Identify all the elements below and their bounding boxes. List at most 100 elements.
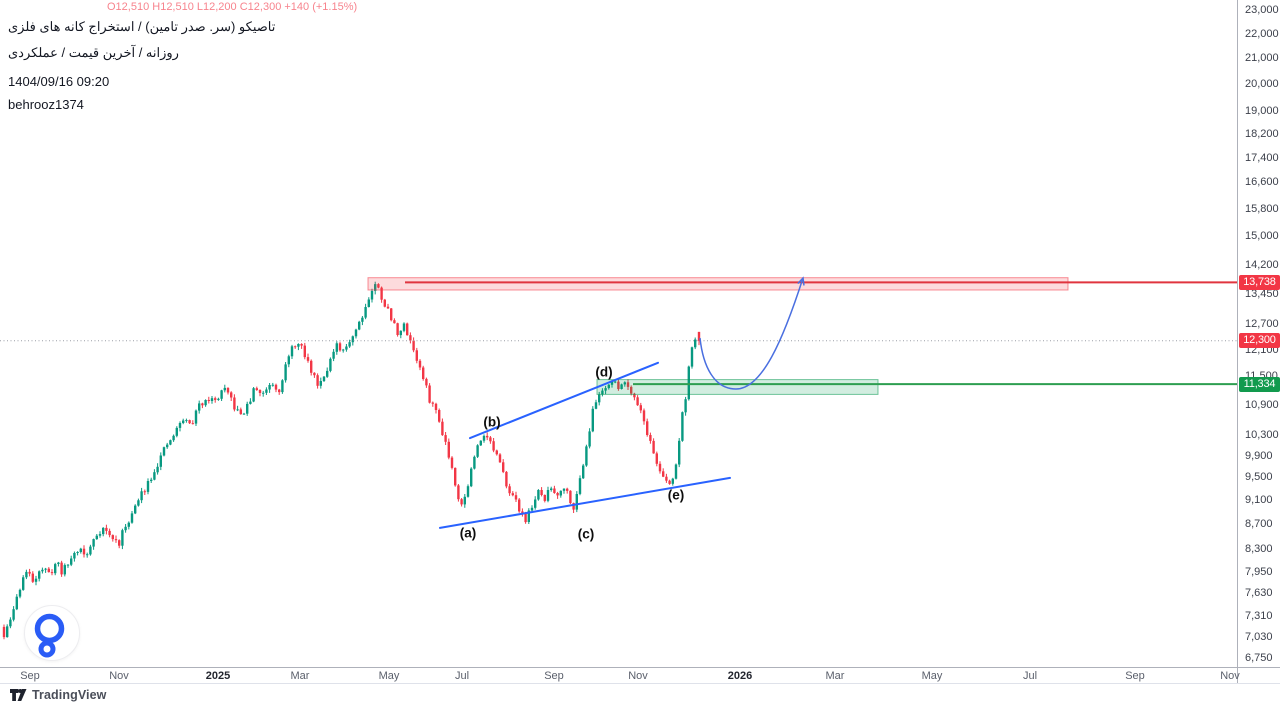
- candle-body: [9, 619, 12, 627]
- candle-body: [681, 412, 684, 441]
- candle-body: [521, 511, 524, 514]
- time-axis[interactable]: Sep Nov 2025 Mar May Jul Sep Nov 2026 Mar May Jul Se…: [0, 667, 1280, 684]
- candle-body: [274, 384, 278, 390]
- candle-body: [694, 339, 697, 348]
- candle-body: [476, 445, 479, 457]
- candle-body: [534, 499, 537, 508]
- price-tick-label: 7,030: [1245, 630, 1273, 643]
- wave-label-b[interactable]: (b): [483, 415, 500, 430]
- candle-body: [322, 376, 326, 381]
- candle-body: [44, 568, 47, 570]
- candle-body: [137, 500, 140, 506]
- candle-body: [626, 382, 630, 387]
- candle-body: [492, 441, 495, 451]
- candle-body: [265, 389, 268, 393]
- candle-body: [297, 344, 300, 347]
- candle-body: [572, 503, 575, 510]
- price-pane[interactable]: (a) (b) (c) (d) (e): [0, 0, 1237, 667]
- candle-body: [639, 405, 642, 411]
- price-tick-label: 9,500: [1245, 471, 1273, 484]
- tradingview-attribution[interactable]: TradingView: [10, 688, 107, 702]
- supply-zone[interactable]: [367, 277, 1069, 291]
- candle-body: [47, 568, 50, 573]
- candle-body: [447, 441, 450, 458]
- candle-body: [482, 435, 486, 441]
- price-tick-label: 7,630: [1245, 587, 1273, 600]
- candle-body: [34, 578, 38, 582]
- candle-body: [121, 530, 124, 546]
- price-tick-label: 14,200: [1245, 258, 1279, 271]
- candle-body: [505, 471, 508, 487]
- candle-body: [537, 490, 540, 500]
- candle-body: [383, 299, 386, 307]
- wave-label-e[interactable]: (e): [668, 488, 685, 503]
- tradingview-brand-text: TradingView: [32, 688, 107, 702]
- candle-body: [617, 381, 620, 389]
- candle-body: [684, 399, 687, 413]
- candle-body: [431, 402, 434, 404]
- candle-body: [428, 385, 431, 403]
- candle-body: [601, 390, 604, 395]
- upper-trendline[interactable]: [469, 361, 659, 440]
- candle-body: [239, 409, 242, 415]
- time-tick-month: Sep: [20, 670, 40, 682]
- candle-body: [153, 472, 156, 480]
- candle-body: [671, 478, 674, 484]
- price-tick-label: 13,450: [1245, 287, 1279, 300]
- attribution-bar: TradingView: [0, 685, 1280, 709]
- time-tick-month: Jul: [1022, 670, 1038, 682]
- demand-zone[interactable]: [596, 379, 879, 395]
- candle-body: [406, 323, 409, 336]
- candle-body: [687, 366, 690, 400]
- candle-body: [566, 488, 569, 491]
- candle-body: [108, 530, 111, 536]
- time-tick-month: Nov: [109, 670, 129, 682]
- candle-body: [70, 558, 73, 565]
- candle-body: [306, 357, 310, 361]
- price-axis[interactable]: 23,000 22,000 21,000 20,000 19,000 18,200 17,4…: [1237, 0, 1280, 667]
- candle-body: [150, 479, 153, 481]
- wave-label-c[interactable]: (c): [578, 527, 595, 542]
- wave-label-d[interactable]: (d): [595, 365, 612, 380]
- candle-body: [470, 468, 473, 487]
- projection-arrow[interactable]: [699, 277, 804, 390]
- price-tick-label: 20,000: [1245, 77, 1279, 90]
- candle-body: [674, 464, 678, 479]
- candle-body: [370, 290, 374, 300]
- candle-body: [364, 307, 367, 318]
- candle-body: [348, 342, 351, 347]
- candle-body: [652, 440, 655, 454]
- candle-body: [412, 340, 415, 351]
- candle-body: [310, 360, 313, 373]
- candle-body: [95, 535, 98, 540]
- candle-body: [345, 346, 348, 350]
- candle-body: [57, 562, 60, 564]
- candle-body: [50, 572, 54, 574]
- candle-body: [380, 287, 383, 300]
- price-tick-label: 12,700: [1245, 317, 1279, 330]
- price-tick-label: 15,800: [1245, 202, 1279, 215]
- lower-trendline[interactable]: [439, 476, 731, 529]
- candle-body: [92, 539, 95, 547]
- candle-body: [54, 564, 57, 574]
- candle-body: [543, 495, 546, 501]
- candle-body: [246, 403, 249, 414]
- candle-body: [233, 397, 236, 410]
- wave-label-a[interactable]: (a): [460, 526, 477, 541]
- candle-body: [550, 488, 553, 490]
- price-tick-label: 9,100: [1245, 494, 1273, 507]
- candle-body: [191, 423, 194, 425]
- candle-body: [230, 392, 233, 398]
- candle-body: [281, 380, 284, 393]
- candle-body: [594, 402, 598, 409]
- candle-body: [342, 349, 345, 351]
- time-tick-month: Jul: [454, 670, 470, 682]
- time-tick-month: Nov: [628, 670, 648, 682]
- candle-body: [441, 421, 444, 436]
- candlestick-series: [2, 281, 701, 640]
- candle-body: [418, 360, 422, 368]
- price-tick-label: 7,310: [1245, 609, 1273, 622]
- candle-body: [489, 437, 492, 442]
- price-tick-label: 8,700: [1245, 517, 1273, 530]
- blue-figure-eight-loop-icon: [34, 613, 65, 658]
